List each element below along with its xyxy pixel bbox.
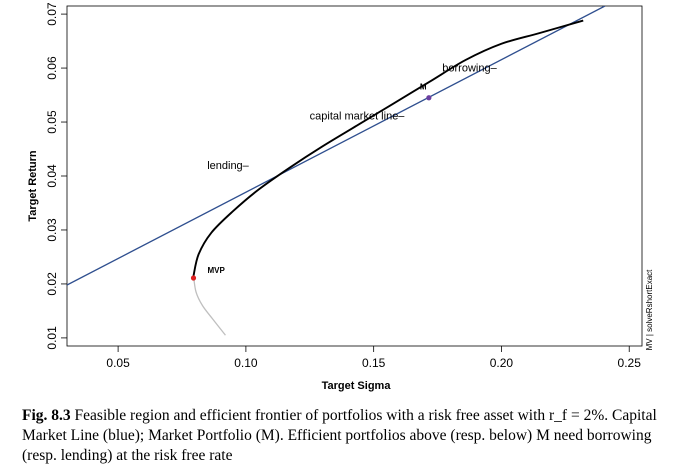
m-point bbox=[426, 95, 432, 101]
x-tick-label: 0.15 bbox=[362, 356, 386, 370]
y-tick-label: 0.04 bbox=[45, 164, 59, 188]
x-tick-label: 0.10 bbox=[234, 356, 258, 370]
x-axis-title: Target Sigma bbox=[322, 380, 392, 392]
annotation-label: lending– bbox=[207, 160, 249, 172]
side-note: MV | solveRshortExact bbox=[645, 269, 654, 351]
efficient-frontier-line bbox=[192, 19, 584, 277]
y-tick-label: 0.07 bbox=[45, 2, 59, 26]
figure: 0.05 0.10 0.15 0.20 0.25 0.010.020.030.040.0… bbox=[27, 2, 654, 392]
series-layer bbox=[67, 6, 606, 336]
y-tick-label: 0.02 bbox=[45, 272, 59, 296]
y-tick-label: 0.01 bbox=[45, 326, 59, 350]
figure-label: Fig. 8.3 bbox=[22, 407, 71, 424]
mvp-point bbox=[190, 275, 197, 281]
y-axis: 0.01 0.02 0.03 0.04 0.05 0.06 0.07 bbox=[45, 2, 67, 350]
figure-caption: Fig. 8.3 Feasible region and efficient f… bbox=[22, 406, 682, 466]
mvp-point-label: MVP bbox=[208, 266, 226, 275]
x-axis: 0.05 0.10 0.15 0.20 0.25 bbox=[106, 346, 641, 370]
points-layer: MVP M bbox=[190, 83, 432, 281]
y-tick-label: 0.06 bbox=[45, 56, 59, 80]
m-point-label: M bbox=[420, 83, 427, 92]
annotation-label: borrowing– bbox=[442, 62, 497, 74]
x-tick-label: 0.20 bbox=[490, 356, 514, 370]
caption-text: Feasible region and efficient frontier o… bbox=[22, 407, 657, 464]
plot-box bbox=[66, 5, 643, 347]
x-tick-label: 0.25 bbox=[618, 356, 642, 370]
x-tick-label: 0.05 bbox=[106, 356, 130, 370]
plot-area: 0.05 0.10 0.15 0.20 0.25 0.010.020.030.040.0… bbox=[45, 2, 643, 370]
y-axis-title: Target Return bbox=[27, 150, 39, 222]
y-tick-label: 0.03 bbox=[45, 218, 59, 242]
annotation-label: capital market line– bbox=[310, 110, 406, 122]
inefficient-frontier-line bbox=[192, 275, 226, 336]
annotations-layer: borrowing– capital market line– lending– bbox=[207, 62, 497, 172]
capital-market-line-line bbox=[67, 6, 606, 286]
y-tick-label: 0.05 bbox=[45, 110, 59, 134]
